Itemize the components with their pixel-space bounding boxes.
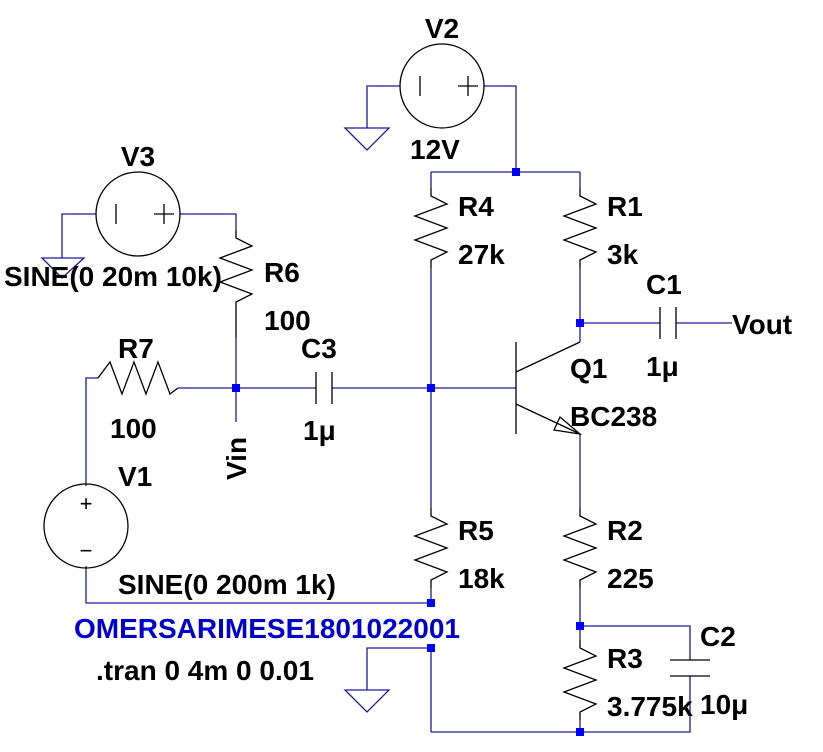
label-r2-name: R2: [607, 515, 643, 546]
resistor-r4[interactable]: [413, 188, 449, 268]
label-r4-name: R4: [458, 191, 494, 222]
label-v1-value: SINE(0 200m 1k): [118, 569, 336, 600]
label-r3-value: 3.775k: [607, 691, 693, 722]
label-r6-name: R6: [264, 257, 300, 288]
wires: [61, 85, 732, 733]
junction-node: [232, 384, 240, 392]
label-v2-name: V2: [425, 13, 459, 44]
label-r3-name: R3: [607, 643, 643, 674]
transistor-q1[interactable]: [515, 341, 583, 435]
voltage-source-v3[interactable]: [95, 171, 181, 257]
resistor-r5[interactable]: [413, 508, 449, 588]
wire-v3-r6: [180, 213, 237, 230]
resistor-r7[interactable]: [97, 360, 179, 396]
label-vin: Vin: [221, 437, 252, 480]
source-body: [399, 43, 485, 129]
schematic-comment: OMERSARIMESE1801022001: [74, 613, 460, 644]
capacitor-c2[interactable]: [670, 659, 710, 677]
label-v2-value: 12V: [410, 134, 460, 165]
label-q1-value: BC238: [570, 401, 657, 432]
label-c1-value: 1μ: [646, 351, 679, 382]
label-r2-value: 225: [607, 563, 654, 594]
ground-icon: [40, 257, 86, 279]
capacitor-c1[interactable]: [659, 307, 677, 339]
emitter-arrow-icon: [553, 415, 583, 435]
source-body: [43, 483, 129, 569]
wire-c2-top: [580, 625, 691, 660]
label-v3-value: SINE(0 20m 10k): [4, 261, 222, 292]
label-r7-name: R7: [118, 333, 154, 364]
wire-v2-minus: [366, 85, 400, 128]
junction-node: [576, 622, 584, 630]
label-q1-name: Q1: [570, 353, 607, 384]
voltage-source-v2[interactable]: [399, 43, 485, 129]
label-r1-value: 3k: [607, 239, 639, 270]
junction-node: [512, 168, 520, 176]
wire-v2-plus: [484, 85, 517, 172]
junction-node: [576, 319, 584, 327]
transistor-emitter-leg: [515, 403, 581, 435]
label-r4-value: 27k: [458, 239, 505, 270]
voltage-source-v1[interactable]: + −: [43, 483, 129, 569]
junction-node: [427, 384, 435, 392]
wire-v1-gnd: [85, 566, 431, 604]
label-c1-name: C1: [646, 269, 682, 300]
label-c3-value: 1μ: [303, 415, 336, 446]
resistor-r2[interactable]: [562, 508, 598, 588]
label-r6-value: 100: [264, 305, 311, 336]
junction-node: [427, 644, 435, 652]
transistor-collector-leg: [515, 341, 581, 373]
label-vout: Vout: [732, 309, 792, 340]
label-r5-name: R5: [458, 515, 494, 546]
junction-node: [576, 728, 584, 736]
resistor-r1[interactable]: [562, 188, 598, 268]
wire-gnd2: [366, 647, 431, 690]
spice-directive: .tran 0 4m 0 0.01: [96, 655, 314, 686]
resistor-r3[interactable]: [562, 640, 598, 720]
label-c2-name: C2: [700, 621, 736, 652]
label-r7-value: 100: [110, 413, 157, 444]
junctions: [232, 168, 584, 736]
minus-icon: −: [80, 538, 93, 563]
label-v1-name: V1: [118, 461, 152, 492]
label-r5-value: 18k: [458, 563, 505, 594]
ground-icon: [343, 127, 391, 151]
wire-r7-v1: [85, 377, 98, 486]
wire-c2-bottom: [431, 676, 691, 733]
plus-icon: +: [80, 491, 93, 516]
wire-v3-gnd: [61, 213, 96, 258]
label-r1-name: R1: [607, 191, 643, 222]
resistor-r6[interactable]: [218, 230, 254, 338]
label-v3-name: V3: [121, 141, 155, 172]
source-body: [95, 171, 181, 257]
ground-icon: [343, 689, 391, 713]
label-c3-name: C3: [301, 333, 337, 364]
capacitor-c3[interactable]: [315, 372, 333, 404]
junction-node: [427, 599, 435, 607]
label-c2-value: 10μ: [700, 689, 748, 720]
